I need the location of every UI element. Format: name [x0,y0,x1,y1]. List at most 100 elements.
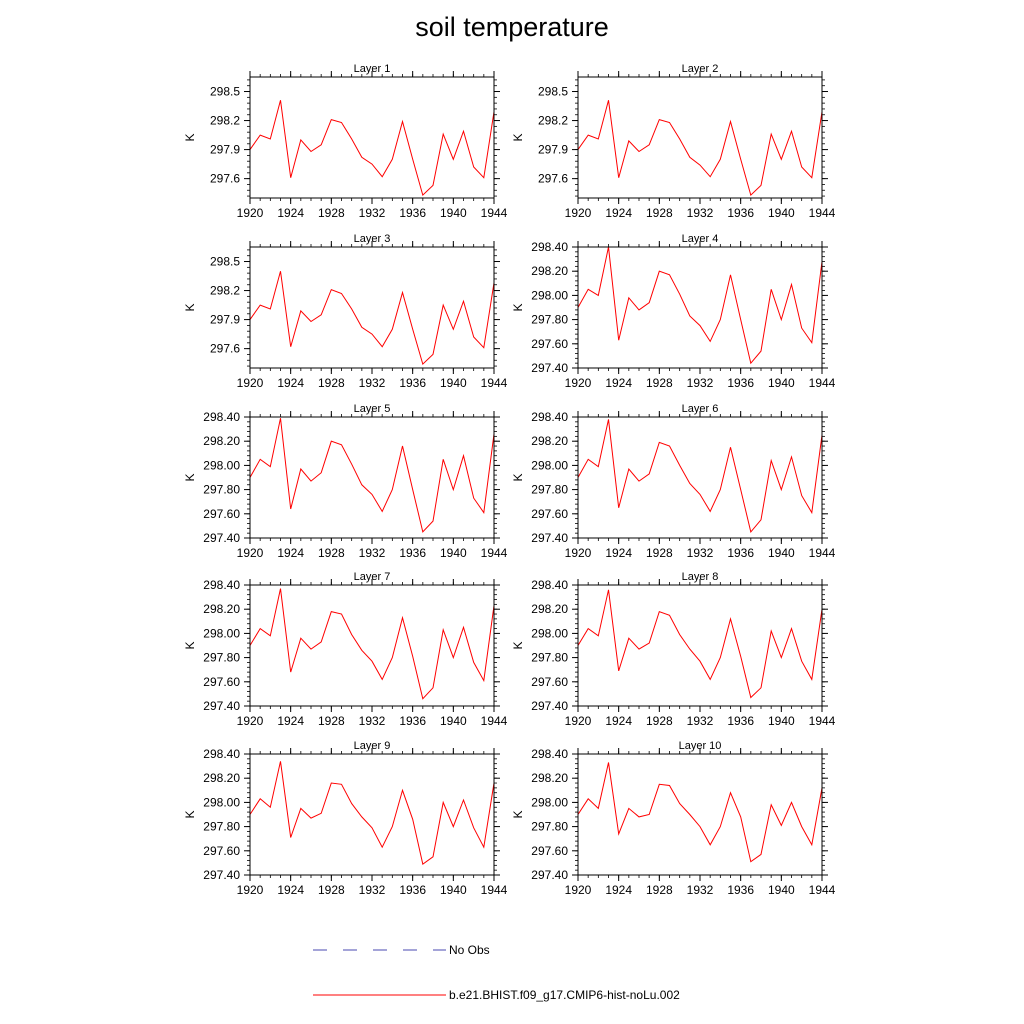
x-tick-label: 1928 [318,206,345,220]
x-tick-label: 1940 [440,546,467,560]
y-tick-label: 298.00 [531,626,568,640]
x-tick-label: 1944 [809,546,836,560]
layer-panel: Layer 2 K 1920 1924 1928 1932 1936 1940 1944 297.… [511,63,836,220]
x-tick-label: 1932 [687,546,714,560]
y-tick-label: 297.40 [203,868,240,882]
panel-title: Layer 5 [354,403,391,415]
panel-title: Layer 2 [682,63,719,75]
panel-title: Layer 7 [354,571,391,583]
layer-panel: Layer 10 K 1920 1924 1928 1932 1936 1940 1944 297… [511,740,836,897]
x-tick-label: 1928 [646,546,673,560]
x-tick-label: 1932 [359,883,386,897]
y-tick-label: 298.5 [210,85,240,99]
layer-panel: Layer 5 K 1920 1924 1928 1932 1936 1940 1944 297.… [183,403,508,560]
y-tick-label: 298.2 [210,114,240,128]
series-line [577,100,823,197]
y-axis-label: K [511,303,525,311]
y-tick-label: 298.20 [531,602,568,616]
y-tick-label: 297.40 [203,699,240,713]
x-tick-label: 1932 [687,206,714,220]
y-tick-label: 297.40 [531,531,568,545]
series-line [577,589,823,699]
plot-frame [577,584,823,707]
y-tick-label: 298.20 [203,434,240,448]
y-tick-label: 297.60 [531,507,568,521]
y-tick-label: 298.00 [531,288,568,302]
y-axis-label: K [511,641,525,649]
y-tick-label: 298.40 [531,747,568,761]
y-tick-label: 297.60 [531,675,568,689]
x-tick-label: 1920 [565,546,592,560]
y-axis-label: K [183,641,197,649]
y-tick-label: 297.60 [203,507,240,521]
y-tick-label: 297.9 [210,143,240,157]
plot-frame [249,584,495,707]
y-tick-label: 298.40 [531,240,568,254]
y-tick-label: 298.5 [538,85,568,99]
x-tick-label: 1928 [646,714,673,728]
series-line [249,761,495,865]
x-tick-label: 1944 [481,546,508,560]
x-tick-label: 1944 [809,883,836,897]
x-tick-label: 1936 [727,546,754,560]
y-tick-label: 297.80 [531,313,568,327]
x-tick-label: 1944 [809,376,836,390]
y-axis-label: K [183,473,197,481]
x-tick-label: 1940 [440,883,467,897]
plot-frame [577,246,823,369]
y-tick-label: 298.40 [531,410,568,424]
x-tick-label: 1936 [399,883,426,897]
series-line [249,100,495,197]
x-tick-label: 1936 [399,546,426,560]
x-tick-label: 1928 [318,376,345,390]
y-axis-label: K [511,473,525,481]
x-tick-label: 1936 [727,714,754,728]
x-tick-label: 1940 [440,376,467,390]
panel-title: Layer 3 [354,233,391,245]
x-tick-label: 1940 [440,206,467,220]
y-tick-label: 298.40 [203,578,240,592]
y-axis-label: K [183,810,197,818]
y-tick-label: 298.40 [531,578,568,592]
y-axis-label: K [511,810,525,818]
x-tick-label: 1936 [399,376,426,390]
x-tick-label: 1944 [481,206,508,220]
x-tick-label: 1924 [605,714,632,728]
figure-title: soil temperature [415,12,609,42]
y-tick-label: 298.20 [203,771,240,785]
y-tick-label: 297.60 [531,844,568,858]
x-tick-label: 1932 [359,376,386,390]
layer-panel: Layer 6 K 1920 1924 1928 1932 1936 1940 1944 297.… [511,403,836,560]
x-tick-label: 1932 [359,714,386,728]
x-tick-label: 1944 [809,206,836,220]
plot-frame [249,753,495,876]
legend-label: b.e21.BHIST.f09_g17.CMIP6-hist-noLu.002 [449,988,680,1002]
x-tick-label: 1924 [277,206,304,220]
series-line [577,246,823,365]
layer-panel: Layer 7 K 1920 1924 1928 1932 1936 1940 1944 297.… [183,571,508,728]
x-tick-label: 1920 [565,883,592,897]
plot-frame [249,246,495,369]
y-tick-label: 297.80 [531,820,568,834]
y-tick-label: 298.2 [538,114,568,128]
layer-panel: Layer 1 K 1920 1924 1928 1932 1936 1940 1944 297.… [183,63,508,220]
x-tick-label: 1928 [646,376,673,390]
x-tick-label: 1944 [809,714,836,728]
series-line [577,762,823,863]
y-tick-label: 297.80 [203,820,240,834]
x-tick-label: 1920 [237,206,264,220]
x-tick-label: 1920 [237,883,264,897]
plot-frame [577,753,823,876]
plot-frame [249,76,495,199]
y-tick-label: 298.40 [203,747,240,761]
x-tick-label: 1920 [237,546,264,560]
x-tick-label: 1920 [237,714,264,728]
x-tick-label: 1944 [481,883,508,897]
x-tick-label: 1932 [359,206,386,220]
x-tick-label: 1924 [605,376,632,390]
x-tick-label: 1920 [565,376,592,390]
x-tick-label: 1936 [727,376,754,390]
y-tick-label: 298.40 [203,410,240,424]
x-tick-label: 1924 [277,883,304,897]
y-tick-label: 297.9 [210,313,240,327]
